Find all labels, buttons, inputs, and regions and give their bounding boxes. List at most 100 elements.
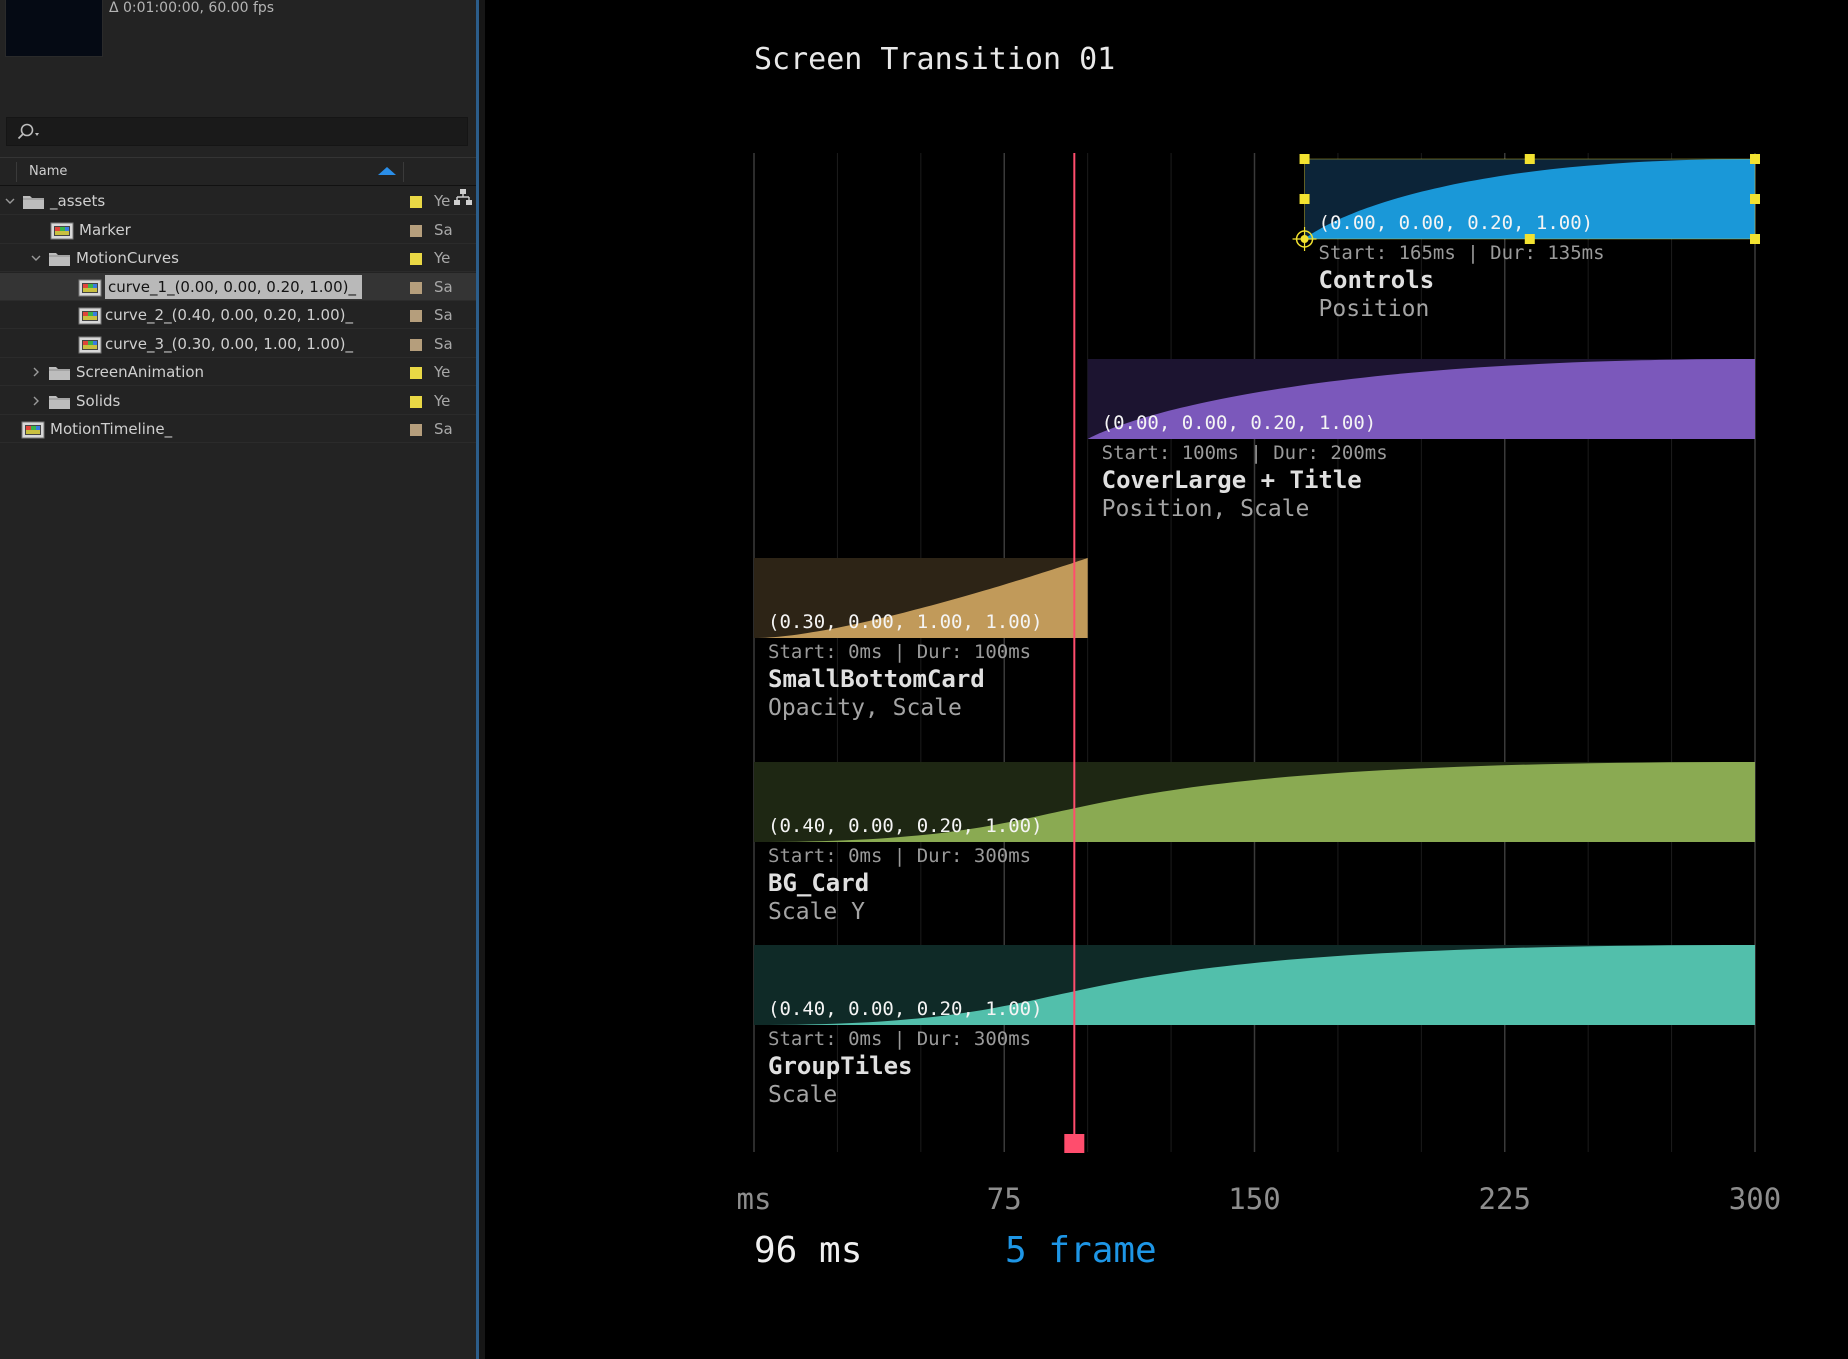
label-column-value: Ye — [434, 363, 451, 381]
track-name: CoverLarge + Title — [1102, 466, 1362, 494]
easing-curve-area — [754, 762, 1755, 842]
track-properties: Scale — [768, 1082, 837, 1108]
project-item[interactable]: curve_1_(0.00, 0.00, 0.20, 1.00)_ Sa — [0, 272, 476, 301]
label-column-value: Sa — [434, 306, 453, 324]
folder-icon — [49, 395, 70, 409]
project-item[interactable]: curve_3_(0.30, 0.00, 1.00, 1.00)_ Sa — [0, 330, 476, 358]
selection-handles — [1292, 154, 1760, 251]
project-item[interactable]: curve_2_(0.40, 0.00, 0.20, 1.00)_ Sa — [0, 301, 476, 329]
axis-tick-label: 225 — [1479, 1182, 1531, 1216]
label-column-value: Sa — [434, 220, 453, 239]
timing-label: Start: 100ms | Dur: 200ms — [1102, 442, 1388, 464]
easing-curve-area — [1304, 159, 1755, 239]
panel-gutter — [479, 0, 485, 1359]
resize-handle[interactable] — [1524, 154, 1535, 164]
folder-icon — [49, 367, 70, 380]
curve-label: (0.40, 0.00, 0.20, 1.00) — [768, 815, 1043, 837]
track-bg-card: (0.40, 0.00, 0.20, 1.00) Start: 0ms | Dur… — [754, 762, 1755, 925]
project-item[interactable]: Marker Sa — [0, 216, 476, 244]
project-item-label: ScreenAnimation — [76, 363, 205, 381]
label-column-value: Sa — [434, 420, 453, 438]
timing-label: Start: 0ms | Dur: 300ms — [768, 1028, 1031, 1050]
easing-curve-area — [754, 945, 1755, 1025]
project-item[interactable]: _assets Ye — [0, 187, 476, 215]
track-controls: (0.00, 0.00, 0.20, 1.00) Start: 165ms | D… — [1292, 154, 1760, 322]
timing-label: Start: 0ms | Dur: 300ms — [768, 845, 1031, 867]
project-item-label: MotionCurves — [76, 249, 179, 267]
sort-ascending-icon[interactable] — [378, 167, 396, 175]
track-name: GroupTiles — [768, 1052, 913, 1080]
label-color-swatch[interactable] — [410, 310, 422, 322]
search-icon — [17, 123, 39, 140]
track-name: BG_Card — [768, 869, 869, 897]
chevron-right-icon[interactable] — [30, 395, 42, 407]
label-color-swatch[interactable] — [410, 196, 422, 208]
resize-handle[interactable] — [1750, 234, 1760, 244]
project-panel: Δ 0:01:00:00, 60.00 fps Name _assets Ye Ma… — [0, 0, 476, 1359]
playhead[interactable] — [1064, 153, 1085, 1153]
composition-thumbnail — [5, 0, 103, 57]
chevron-down-icon[interactable] — [4, 195, 16, 207]
track-properties: Position — [1319, 296, 1430, 322]
chevron-down-icon[interactable] — [30, 252, 42, 264]
label-color-swatch[interactable] — [410, 424, 422, 436]
curve-label: (0.40, 0.00, 0.20, 1.00) — [768, 998, 1043, 1020]
frame-readout: 5 frame — [1005, 1230, 1157, 1271]
label-color-swatch[interactable] — [410, 338, 422, 351]
time-axis: ms 75 150 225 300 — [737, 1182, 1782, 1216]
composition-icon — [21, 421, 45, 439]
timing-label: Start: 0ms | Dur: 100ms — [768, 641, 1031, 663]
label-color-swatch[interactable] — [410, 281, 422, 294]
resize-handle[interactable] — [1750, 154, 1760, 164]
axis-tick-label: 75 — [987, 1182, 1022, 1216]
project-item-label: curve_1_(0.00, 0.00, 0.20, 1.00)_ — [105, 274, 362, 299]
flowchart-icon[interactable] — [454, 188, 472, 206]
timing-label: Start: 165ms | Dur: 135ms — [1319, 242, 1605, 264]
project-item-label: Solids — [76, 391, 121, 410]
label-color-swatch[interactable] — [410, 395, 422, 408]
search-box[interactable] — [6, 117, 468, 146]
column-header: Name — [0, 157, 476, 186]
axis-tick-label: ms — [737, 1182, 772, 1216]
track-grouptiles: (0.40, 0.00, 0.20, 1.00) Start: 0ms | Dur… — [754, 945, 1755, 1108]
label-color-swatch[interactable] — [410, 367, 422, 379]
track-properties: Scale Y — [768, 899, 865, 925]
search-input[interactable] — [45, 121, 459, 144]
label-column-value: Ye — [434, 391, 451, 410]
playhead-handle[interactable] — [1064, 1134, 1085, 1153]
project-item-label: curve_2_(0.40, 0.00, 0.20, 1.00)_ — [105, 306, 353, 324]
tracks: (0.00, 0.00, 0.20, 1.00) Start: 165ms | D… — [754, 154, 1760, 1108]
resize-handle[interactable] — [1524, 234, 1535, 244]
composition-icon — [78, 279, 102, 296]
project-item[interactable]: MotionTimeline_ Sa — [0, 415, 476, 443]
anchor-point-icon[interactable] — [1292, 227, 1317, 251]
resize-handle[interactable] — [1299, 154, 1310, 164]
axis-tick-label: 300 — [1729, 1182, 1781, 1216]
label-column-value: Ye — [434, 249, 451, 267]
easing-curve-area — [1087, 359, 1755, 439]
track-name: SmallBottomCard — [768, 665, 985, 693]
project-item[interactable]: ScreenAnimation Ye — [0, 358, 476, 386]
curve-label: (0.00, 0.00, 0.20, 1.00) — [1102, 412, 1377, 434]
resize-handle[interactable] — [1299, 194, 1310, 204]
chevron-right-icon[interactable] — [30, 366, 42, 378]
comp-title: Screen Transition 01 — [754, 42, 1116, 77]
project-item-label: Marker — [79, 220, 131, 239]
column-name-header[interactable]: Name — [29, 164, 68, 179]
label-color-swatch[interactable] — [410, 253, 422, 265]
composition-icon — [50, 222, 74, 239]
track-smallbottomcard: (0.30, 0.00, 1.00, 1.00) Start: 0ms | Dur… — [754, 558, 1088, 721]
label-color-swatch[interactable] — [410, 224, 422, 237]
project-item[interactable]: Solids Ye — [0, 387, 476, 415]
label-column-value: Sa — [434, 334, 453, 353]
project-item[interactable]: MotionCurves Ye — [0, 244, 476, 272]
column-separator — [16, 162, 17, 182]
resize-handle[interactable] — [1750, 194, 1760, 204]
panel-divider[interactable] — [476, 0, 479, 1359]
composition-meta: Δ 0:01:00:00, 60.00 fps — [109, 0, 275, 16]
track-properties: Position, Scale — [1102, 496, 1310, 522]
easing-curve-area — [754, 558, 1088, 638]
folder-icon — [23, 196, 44, 209]
composition-icon — [78, 336, 102, 353]
